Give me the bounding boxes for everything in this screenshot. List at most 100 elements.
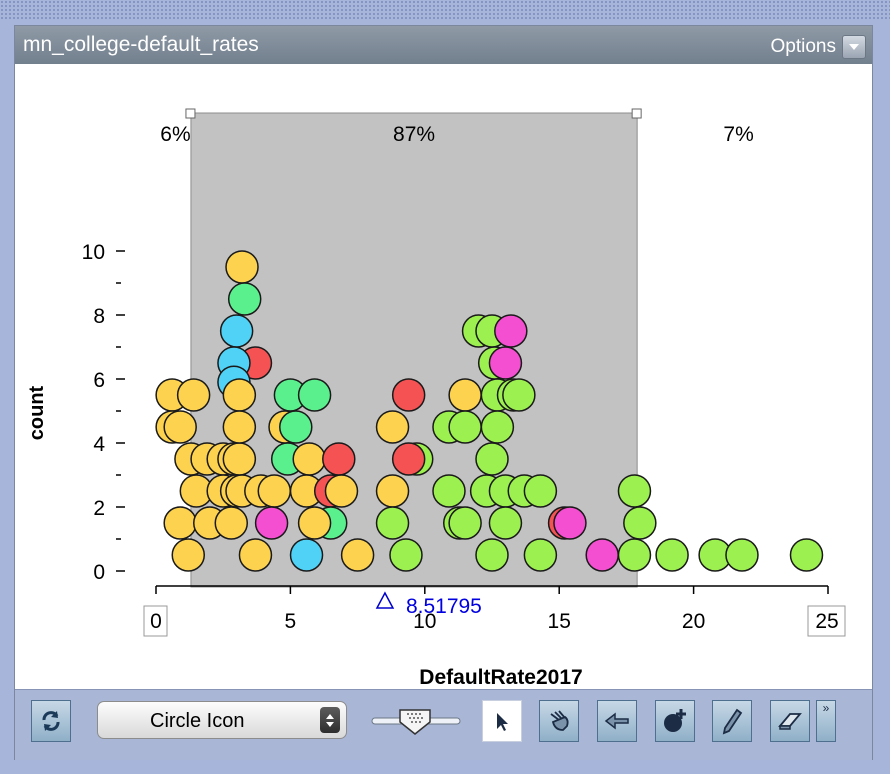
x-axis-max-box[interactable] bbox=[807, 605, 846, 637]
data-point[interactable] bbox=[375, 506, 410, 540]
add-point-button[interactable] bbox=[655, 700, 695, 742]
region-percent-label: 6% bbox=[160, 123, 190, 146]
point-size-slider[interactable] bbox=[370, 704, 462, 738]
x-axis-max-label: 25 bbox=[815, 610, 838, 633]
region-percent-label: 7% bbox=[723, 123, 753, 146]
data-point[interactable] bbox=[475, 538, 509, 572]
x-axis-min-box[interactable] bbox=[143, 605, 168, 637]
select-arrow-icon bbox=[497, 713, 508, 731]
data-point[interactable] bbox=[475, 442, 509, 476]
x-axis-label: DefaultRate2017 bbox=[419, 666, 582, 689]
data-point[interactable] bbox=[488, 346, 523, 380]
data-point[interactable] bbox=[289, 538, 324, 572]
data-point[interactable] bbox=[222, 378, 257, 412]
data-point[interactable] bbox=[238, 538, 273, 572]
data-point[interactable] bbox=[502, 378, 536, 412]
y-tick-label: 10 bbox=[82, 241, 105, 264]
data-point[interactable] bbox=[222, 442, 257, 476]
data-point[interactable] bbox=[553, 506, 587, 540]
data-point[interactable] bbox=[297, 378, 332, 412]
data-point[interactable] bbox=[448, 410, 482, 444]
data-point[interactable] bbox=[176, 378, 211, 412]
pencil-tool-button[interactable] bbox=[712, 700, 752, 742]
x-tick-label: 15 bbox=[548, 610, 571, 633]
data-point[interactable] bbox=[163, 410, 197, 444]
data-point[interactable] bbox=[375, 474, 410, 508]
data-point[interactable] bbox=[254, 506, 289, 540]
pencil-icon bbox=[722, 708, 743, 735]
data-point[interactable] bbox=[324, 474, 359, 508]
movable-value-label: 8.51795 bbox=[406, 595, 482, 618]
data-point[interactable] bbox=[617, 538, 652, 572]
more-tools-button[interactable]: » bbox=[816, 700, 836, 742]
data-point[interactable] bbox=[297, 506, 332, 540]
y-axis-label: count bbox=[26, 385, 48, 440]
refresh-icon bbox=[42, 711, 60, 731]
data-point[interactable] bbox=[222, 410, 257, 444]
data-point[interactable] bbox=[171, 538, 206, 572]
options-menu[interactable]: Options bbox=[771, 35, 866, 59]
graph-window: mn_college-default_rates Options 6% 87% 7%… bbox=[14, 25, 873, 760]
data-point[interactable] bbox=[391, 442, 426, 476]
data-point[interactable] bbox=[432, 474, 466, 508]
data-point[interactable] bbox=[789, 538, 824, 572]
data-point[interactable] bbox=[448, 378, 482, 412]
point-type-select[interactable]: Circle Icon bbox=[97, 701, 347, 739]
data-point[interactable] bbox=[389, 538, 423, 572]
data-point[interactable] bbox=[494, 314, 528, 348]
hand-pointer-icon bbox=[550, 710, 569, 731]
data-point[interactable] bbox=[391, 378, 426, 412]
data-point[interactable] bbox=[617, 474, 652, 508]
eraser-tool-button[interactable] bbox=[770, 700, 810, 742]
y-tick-label: 4 bbox=[93, 433, 105, 456]
y-tick-label: 0 bbox=[93, 561, 105, 584]
data-point[interactable] bbox=[585, 538, 619, 572]
data-point[interactable] bbox=[488, 506, 523, 540]
data-point[interactable] bbox=[725, 538, 759, 572]
toolbar: Circle Icon bbox=[15, 689, 872, 760]
data-point[interactable] bbox=[214, 506, 249, 540]
refresh-button[interactable] bbox=[31, 700, 71, 742]
region-handle-right[interactable] bbox=[631, 108, 642, 119]
back-arrow-icon bbox=[604, 712, 629, 730]
select-arrows-icon bbox=[320, 707, 340, 733]
window-frame-pattern bbox=[0, 0, 890, 20]
more-tools-icon: » bbox=[822, 701, 830, 715]
data-point[interactable] bbox=[219, 314, 254, 348]
data-point[interactable] bbox=[292, 442, 326, 476]
back-tool-button[interactable] bbox=[597, 700, 637, 742]
y-tick-label: 2 bbox=[93, 497, 105, 520]
add-point-icon bbox=[664, 709, 686, 732]
dot-plot[interactable]: 6% 87% 7% 0 2 4 6 8 10 count 5 10 15 20 0 25 DefaultRate… bbox=[15, 26, 872, 689]
y-tick-label: 8 bbox=[93, 305, 105, 328]
window-title: mn_college-default_rates bbox=[23, 33, 259, 56]
x-tick-label: 20 bbox=[682, 610, 705, 633]
x-tick-label: 5 bbox=[285, 610, 297, 633]
data-point[interactable] bbox=[340, 538, 375, 572]
movable-value-marker[interactable] bbox=[375, 591, 395, 609]
region-percent-label: 87% bbox=[393, 123, 435, 146]
options-label: Options bbox=[770, 36, 836, 57]
data-point[interactable] bbox=[375, 410, 410, 444]
data-point[interactable] bbox=[279, 410, 313, 444]
data-point[interactable] bbox=[225, 250, 259, 284]
eraser-icon bbox=[778, 713, 802, 730]
data-point[interactable] bbox=[655, 538, 689, 572]
data-point[interactable] bbox=[523, 474, 558, 508]
data-point[interactable] bbox=[163, 506, 197, 540]
data-point[interactable] bbox=[322, 442, 356, 476]
hide-tool-button[interactable] bbox=[539, 700, 579, 742]
data-point[interactable] bbox=[623, 506, 657, 540]
y-tick-label: 6 bbox=[93, 369, 105, 392]
x-tick-label: 10 bbox=[413, 610, 436, 633]
data-point[interactable] bbox=[480, 410, 515, 444]
data-point[interactable] bbox=[227, 282, 262, 316]
data-point[interactable] bbox=[523, 538, 558, 572]
point-type-label: Circle Icon bbox=[150, 710, 245, 732]
data-point[interactable] bbox=[257, 474, 292, 508]
chevron-down-icon[interactable] bbox=[842, 35, 866, 59]
region-handle-left[interactable] bbox=[185, 108, 196, 119]
select-tool-button[interactable] bbox=[482, 700, 522, 742]
title-bar[interactable]: mn_college-default_rates Options bbox=[15, 26, 872, 64]
data-point[interactable] bbox=[448, 506, 482, 540]
